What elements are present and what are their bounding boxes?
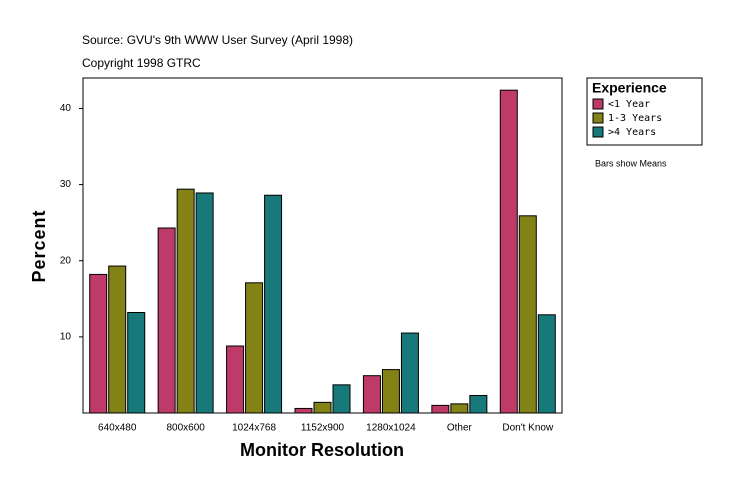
y-axis-title: Percent: [29, 209, 49, 282]
bar: [108, 265, 127, 414]
bar: [499, 89, 518, 414]
bar: [264, 194, 283, 414]
bar: [332, 384, 351, 414]
bar: [226, 345, 245, 414]
legend-box: [586, 77, 703, 146]
legend-label: >4 Years: [608, 127, 656, 138]
bar: [381, 369, 400, 414]
x-tick-label: 1152x900: [301, 423, 345, 434]
note: Bars show Means: [595, 158, 667, 168]
copyright: Copyright 1998 GTRC: [82, 56, 201, 70]
bar: [176, 188, 195, 414]
legend-title: Experience: [592, 80, 667, 96]
x-tick-label: Other: [447, 423, 473, 434]
legend-swatch: [592, 126, 604, 138]
bar: [469, 394, 488, 414]
bar: [400, 332, 419, 414]
legend-label: 1-3 Years: [608, 113, 662, 124]
bar: [127, 312, 146, 414]
bar: [537, 314, 556, 414]
bar: [518, 215, 537, 414]
x-tick-label: 640x480: [98, 423, 137, 434]
x-tick-label: 1024x768: [232, 423, 276, 434]
x-axis-title: Monitor Resolution: [240, 440, 404, 460]
y-tick-label: 40: [60, 103, 72, 114]
legend-label: <1 Year: [608, 99, 650, 110]
legend-swatch: [592, 112, 604, 124]
legend-swatch: [592, 98, 604, 110]
bar: [195, 192, 214, 414]
bar: [362, 375, 381, 414]
bar: [245, 282, 264, 414]
x-tick-label: 1280x1024: [366, 423, 416, 434]
y-tick-label: 20: [60, 255, 72, 266]
y-tick-label: 10: [60, 332, 72, 343]
x-tick-label: Don't Know: [502, 423, 554, 434]
y-tick-label: 30: [60, 179, 72, 190]
bar: [431, 404, 450, 414]
source: Source: GVU's 9th WWW User Survey (April…: [82, 33, 353, 47]
bar: [450, 403, 469, 414]
bar: [89, 273, 108, 414]
bar: [294, 407, 313, 414]
x-tick-label: 800x600: [166, 423, 205, 434]
bar: [313, 401, 332, 414]
bar: [157, 227, 176, 414]
